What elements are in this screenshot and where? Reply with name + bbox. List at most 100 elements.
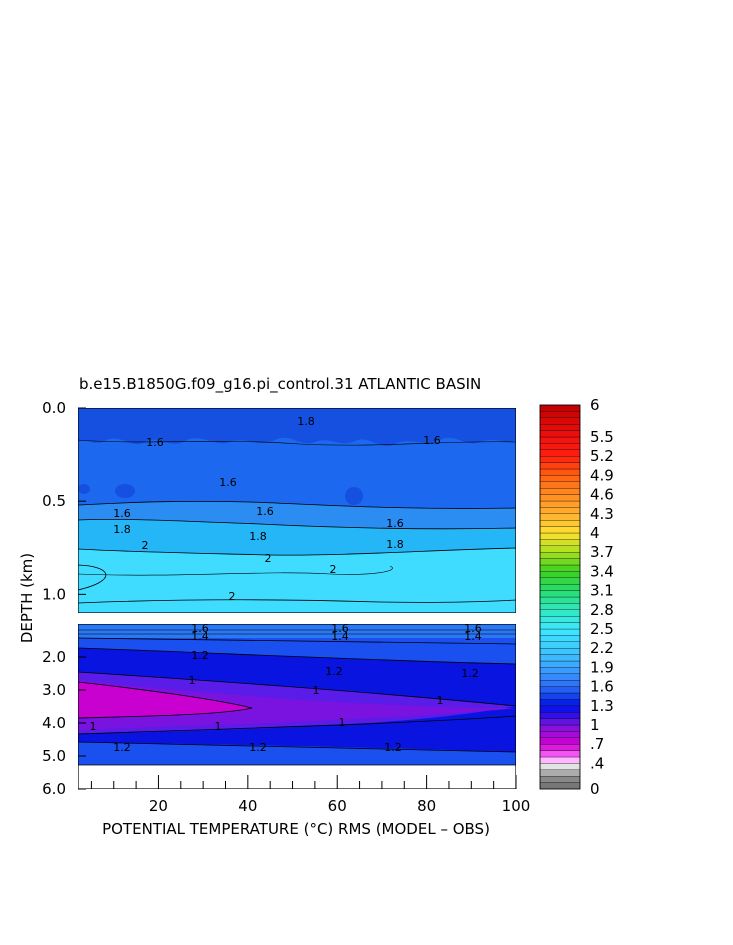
contour-label: 2 xyxy=(330,563,337,576)
colorbar-segment xyxy=(539,494,581,502)
contour-upper-c xyxy=(78,547,516,556)
colorbar-segment xyxy=(539,558,581,566)
contour-upper-e xyxy=(78,599,516,604)
colorbar-segment xyxy=(539,641,581,649)
contour-label: 1.2 xyxy=(191,649,209,662)
colorbar-segment xyxy=(539,622,581,630)
contour-label: 1.4 xyxy=(464,630,482,643)
x-tick-label: 80 xyxy=(417,797,436,815)
y-axis-label: DEPTH (km) xyxy=(18,553,36,643)
colorbar-segment xyxy=(539,609,581,617)
contour-lower-b xyxy=(78,647,516,665)
colorbar-segment xyxy=(539,750,581,758)
contour-upper-a xyxy=(78,500,516,509)
colorbar-segment xyxy=(539,616,581,623)
contour-lower-e xyxy=(78,715,516,735)
colorbar-segment xyxy=(539,552,581,559)
colorbar-segment xyxy=(539,424,581,431)
colorbar-segment xyxy=(539,475,581,482)
lower-band-surface xyxy=(78,624,516,638)
x-tick-label: 100 xyxy=(502,797,531,815)
colorbar-segment xyxy=(539,660,581,668)
colorbar-tick-label: 1 xyxy=(590,716,600,734)
contour-label: 1 xyxy=(313,684,320,697)
colorbar-segment xyxy=(539,744,581,751)
colorbar-tick-label: 6 xyxy=(590,396,600,414)
colorbar-tick-label: .4 xyxy=(590,754,604,772)
contour-label: 1 xyxy=(189,674,196,687)
y-tick-label: 6.0 xyxy=(42,780,66,798)
colorbar-segment xyxy=(539,699,581,706)
colorbar-segment xyxy=(539,571,581,578)
contour-lower-d xyxy=(78,681,253,719)
colorbar-segment xyxy=(539,462,581,470)
y-tick-label: 5.0 xyxy=(42,747,66,765)
upper-eddy-2 xyxy=(345,487,363,505)
colorbar-segment xyxy=(539,603,581,610)
colorbar-segment xyxy=(539,705,581,713)
colorbar-segment xyxy=(539,648,581,655)
colorbar-tick-label: 4.3 xyxy=(590,505,614,523)
colorbar-tick-label: 1.9 xyxy=(590,658,614,676)
contour-lower-c xyxy=(78,671,516,707)
contour-label: 1.6 xyxy=(191,622,209,635)
contour-label: 2 xyxy=(229,590,236,603)
colorbar-segment xyxy=(539,782,581,790)
colorbar-tick-label: 5.2 xyxy=(590,447,614,465)
colorbar-tick-label: 0 xyxy=(590,780,600,798)
y-tick-label: 0.0 xyxy=(42,399,66,417)
contour-label: 1.6 xyxy=(423,434,441,447)
colorbar-segment xyxy=(539,667,581,674)
y-tick-label: 1.0 xyxy=(42,585,66,603)
colorbar-tick-label: 5.5 xyxy=(590,428,614,446)
contour-label: 1 xyxy=(90,720,97,733)
contour-label: 1.4 xyxy=(331,630,349,643)
colorbar-tick-label: 3.1 xyxy=(590,582,614,600)
colorbar-segment xyxy=(539,526,581,534)
x-tick-label: 40 xyxy=(238,797,257,815)
contour-upper-g xyxy=(78,565,393,576)
upper-surface-variability xyxy=(78,408,516,447)
contour-labels: 1.6 1.6 1.6 1.6 1.6 1.8 1.8 1.8 1.8 2 2 2 2 1.6 1.6 1.6… xyxy=(90,415,482,754)
y-tick-label: 3.0 xyxy=(42,681,66,699)
colorbar-segment xyxy=(539,635,581,642)
contour-label: 1.6 xyxy=(256,505,274,518)
colorbar-segment xyxy=(539,776,581,783)
colorbar-tick-label: 4.6 xyxy=(590,486,614,504)
colorbar-segment xyxy=(539,417,581,425)
contour-lower-h xyxy=(78,629,516,635)
colorbar-segment xyxy=(539,692,581,700)
colorbar-tick-label: .7 xyxy=(590,735,604,753)
colorbar-segment xyxy=(539,449,581,457)
colorbar-frame xyxy=(539,404,581,790)
colorbar-segment xyxy=(539,443,581,450)
colorbar-segment xyxy=(539,507,581,514)
colorbar-segment xyxy=(539,513,581,521)
y-tick-label: 4.0 xyxy=(42,714,66,732)
colorbar-segment xyxy=(539,539,581,546)
colorbar-segment xyxy=(539,724,581,732)
contour-label: 1 xyxy=(215,720,222,733)
colorbar-segment xyxy=(539,756,581,764)
colorbar-segment xyxy=(539,404,581,412)
axes: 20 40 60 80 100 0.0 0.5 1.0 2.0 3.0 4.0 5.0 6.0 xyxy=(42,399,530,815)
colorbar-segment xyxy=(539,680,581,687)
colorbar-segment xyxy=(539,718,581,726)
x-axis-label: POTENTIAL TEMPERATURE (°C) RMS (MODEL – … xyxy=(102,820,490,838)
contour-label: 1.8 xyxy=(386,538,404,551)
colorbar-tick-label: 3.4 xyxy=(590,562,614,580)
colorbar: 6 5.55.24.9 4.64.343.73.4 3.12.82.52.21.9 1.… xyxy=(539,396,614,798)
contour-upper-d xyxy=(78,564,107,591)
contour-label: 1.8 xyxy=(249,530,267,543)
colorbar-segment xyxy=(539,520,581,527)
upper-eddy-3 xyxy=(78,484,90,494)
contour-label: 2 xyxy=(265,552,272,565)
contour-label: 1.6 xyxy=(219,476,237,489)
colorbar-segment xyxy=(539,481,581,489)
lower-panel xyxy=(78,624,516,789)
contour-label: 1 xyxy=(339,716,346,729)
contour-label: 1.8 xyxy=(113,523,131,536)
y-tick-label: 2.0 xyxy=(42,648,66,666)
colorbar-segment xyxy=(539,564,581,572)
